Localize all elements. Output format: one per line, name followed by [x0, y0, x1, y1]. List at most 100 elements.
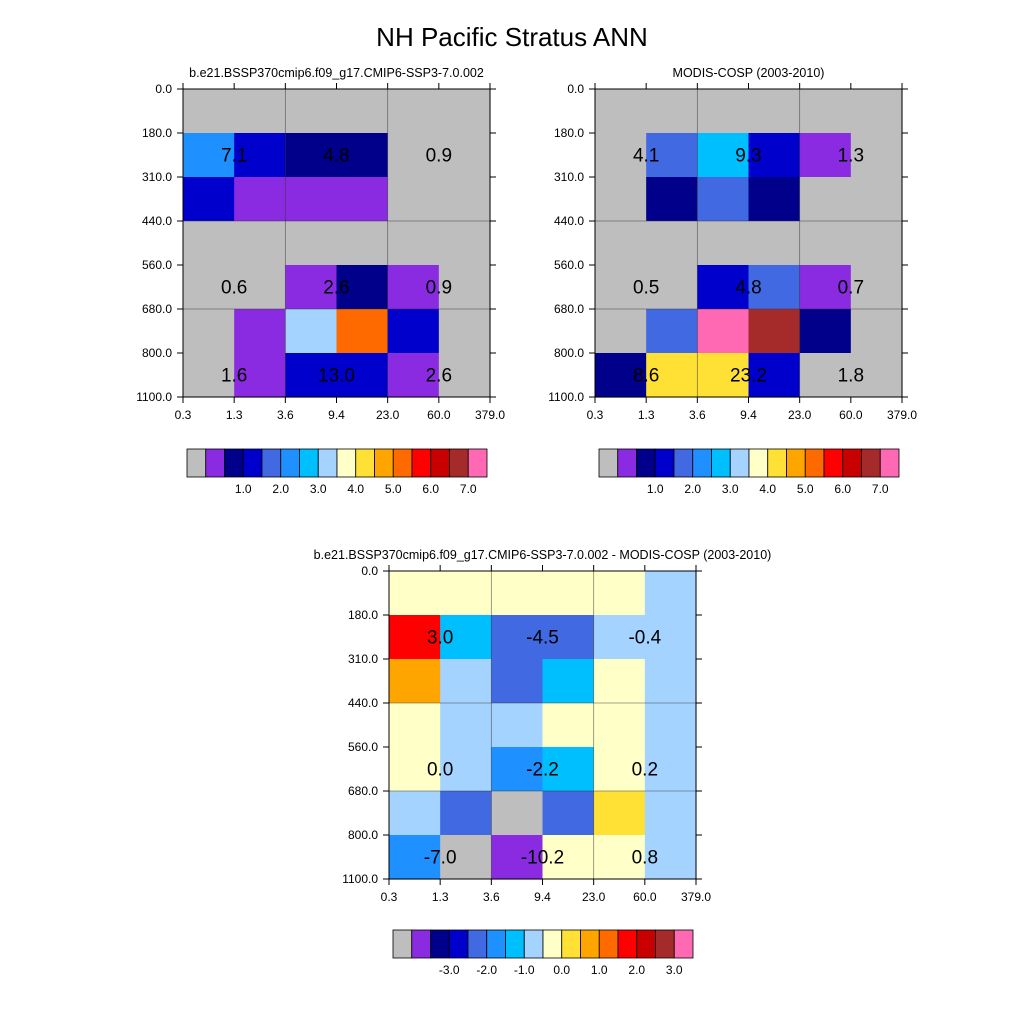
- heatmap-cell: [387, 221, 440, 266]
- colorbar-label: 5.0: [385, 482, 402, 496]
- heatmap-cell: [542, 747, 595, 792]
- colorbar-swatch: [711, 448, 731, 478]
- colorbar-swatch: [673, 448, 694, 478]
- colorbar-label: 2.0: [684, 482, 701, 496]
- heatmap-cell: [595, 89, 647, 134]
- heatmap-cell: [850, 89, 903, 134]
- heatmap-cell: [595, 221, 647, 266]
- heatmap-cell: [542, 703, 595, 748]
- heatmap-cell: [438, 89, 491, 134]
- heatmap-cell: [697, 133, 750, 178]
- colorbar-swatch: [729, 448, 750, 478]
- heatmap-cell: [183, 133, 235, 178]
- heatmap-cell: [387, 265, 440, 310]
- colorbar-swatch: [374, 448, 394, 478]
- cell-value-label: 13.0: [318, 366, 355, 387]
- cell-value-label: -4.5: [526, 628, 559, 649]
- colorbar-swatch: [486, 929, 506, 959]
- x-tick-label: 60.0: [839, 408, 863, 422]
- colorbar-swatch: [598, 448, 619, 478]
- colorbar-swatch: [654, 448, 675, 478]
- heatmap-cell: [491, 703, 544, 748]
- colorbar-label: 4.0: [759, 482, 776, 496]
- heatmap-cell: [183, 221, 235, 266]
- y-tick-label: 0.0: [567, 82, 584, 96]
- heatmap-cell: [389, 659, 441, 704]
- heatmap-cell: [593, 571, 646, 616]
- heatmap-cell: [438, 309, 491, 354]
- cell-value-label: 0.8: [632, 848, 658, 869]
- colorbar-swatch: [467, 448, 488, 478]
- heatmap-cell: [234, 353, 286, 398]
- heatmap-cell: [697, 177, 750, 222]
- heatmap-cell: [387, 309, 440, 354]
- colorbar-label: 5.0: [797, 482, 814, 496]
- colorbar-swatch: [430, 448, 450, 478]
- heatmap-cell: [646, 221, 698, 266]
- heatmap-cell: [644, 791, 697, 836]
- colorbar-label: 1.0: [591, 963, 608, 977]
- heatmap-cell: [491, 659, 544, 704]
- colorbar-label: 4.0: [347, 482, 364, 496]
- colorbar-swatch: [411, 929, 431, 959]
- heatmap-cell: [850, 353, 903, 398]
- heatmap-cell: [438, 221, 491, 266]
- heatmap-cell: [438, 133, 491, 178]
- panel-title: MODIS-COSP (2003-2010): [673, 66, 825, 80]
- chart-panel-3: b.e21.BSSP370cmip6.f09_g17.CMIP6-SSP3-7.…: [314, 548, 772, 977]
- heatmap-cell: [491, 791, 544, 836]
- heatmap-cell: [440, 571, 492, 616]
- x-tick-label: 60.0: [427, 408, 451, 422]
- heatmap-cell: [542, 791, 595, 836]
- cell-value-label: -7.0: [424, 848, 457, 869]
- heatmap-cell: [593, 835, 646, 880]
- heatmap-cell: [336, 353, 389, 398]
- heatmap-cell: [748, 221, 801, 266]
- heatmap-cell: [593, 747, 646, 792]
- heatmap-cell: [183, 177, 235, 222]
- x-tick-label: 0.3: [175, 408, 192, 422]
- heatmap-cell: [748, 353, 801, 398]
- colorbar-swatch: [449, 448, 469, 478]
- y-tick-label: 680.0: [554, 302, 584, 316]
- heatmap-cell: [285, 265, 338, 310]
- heatmap-cell: [285, 89, 338, 134]
- y-tick-label: 180.0: [348, 608, 378, 622]
- heatmap-cell: [336, 309, 389, 354]
- heatmap-cell: [748, 133, 801, 178]
- heatmap-cell: [799, 133, 852, 178]
- colorbar-swatch: [205, 448, 225, 478]
- heatmap-cell: [440, 703, 492, 748]
- cell-value-label: 0.9: [426, 146, 452, 167]
- x-tick-label: 23.0: [788, 408, 812, 422]
- colorbar-label: -1.0: [514, 963, 535, 977]
- heatmap-cell: [646, 265, 698, 310]
- heatmap-cell: [697, 221, 750, 266]
- cell-value-label: 0.2: [632, 760, 658, 781]
- cell-value-label: 0.9: [426, 278, 452, 299]
- y-tick-label: 560.0: [142, 258, 172, 272]
- heatmap-cell: [850, 177, 903, 222]
- heatmap-cell: [234, 133, 286, 178]
- y-tick-label: 310.0: [142, 170, 172, 184]
- cell-value-label: 1.6: [221, 366, 247, 387]
- heatmap-cell: [438, 265, 491, 310]
- colorbar-swatch: [280, 448, 300, 478]
- heatmap-cell: [389, 835, 441, 880]
- colorbar-label: 6.0: [834, 482, 851, 496]
- colorbar-swatch: [561, 929, 581, 959]
- heatmap-cell: [799, 221, 852, 266]
- heatmap-cell: [285, 353, 338, 398]
- chart-panel-2: MODIS-COSP (2003-2010) 0.3 1.3 3.6 9.4 23.0 60…: [548, 66, 917, 496]
- colorbar-swatch: [224, 448, 244, 478]
- heatmap-cell: [285, 133, 338, 178]
- y-tick-label: 1100.0: [136, 390, 172, 404]
- heatmap-cell: [389, 747, 441, 792]
- cell-value-label: 23.2: [730, 366, 767, 387]
- colorbar-label: 3.0: [310, 482, 327, 496]
- heatmap-cell: [595, 309, 647, 354]
- cell-value-label: 4.8: [735, 278, 761, 299]
- heatmap-cell: [748, 265, 801, 310]
- y-tick-label: 1100.0: [548, 390, 584, 404]
- colorbar-swatch: [336, 448, 357, 478]
